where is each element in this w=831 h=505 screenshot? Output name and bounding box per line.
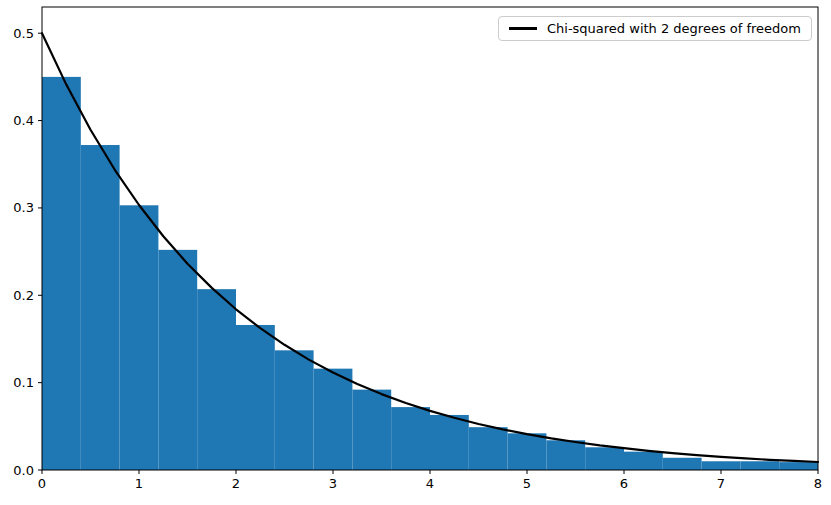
legend-line-sample — [509, 27, 537, 30]
y-tick-label: 0.0 — [13, 463, 34, 478]
x-tick-label: 1 — [135, 476, 143, 491]
histogram-bar — [702, 461, 741, 470]
histogram-bar — [236, 325, 275, 470]
histogram-bar — [469, 427, 508, 470]
x-axis-ticks: 0 1 2 3 4 5 6 7 8 — [38, 470, 822, 491]
histogram-bar — [779, 462, 818, 470]
x-tick-label: 4 — [426, 476, 434, 491]
x-tick-label: 7 — [717, 476, 725, 491]
x-tick-label: 0 — [38, 476, 46, 491]
histogram-bar — [81, 145, 120, 470]
x-tick-label: 6 — [620, 476, 628, 491]
histogram-bar — [42, 77, 81, 470]
y-tick-label: 0.1 — [13, 375, 34, 390]
x-tick-label: 3 — [329, 476, 337, 491]
histogram-bar — [624, 452, 663, 470]
histogram-bar — [314, 369, 353, 470]
histogram-bar — [546, 440, 585, 470]
y-tick-label: 0.4 — [13, 113, 34, 128]
y-tick-label: 0.3 — [13, 200, 34, 215]
y-tick-label: 0.5 — [13, 26, 34, 41]
histogram-bar — [663, 458, 702, 470]
legend-label: Chi-squared with 2 degrees of freedom — [547, 21, 801, 36]
y-axis-ticks: 0.0 0.1 0.2 0.3 0.4 0.5 — [13, 26, 42, 478]
y-tick-label: 0.2 — [13, 288, 34, 303]
x-tick-label: 8 — [814, 476, 822, 491]
histogram-bar — [391, 407, 430, 470]
legend: Chi-squared with 2 degrees of freedom — [498, 16, 812, 41]
histogram-bar — [352, 390, 391, 470]
x-tick-label: 5 — [523, 476, 531, 491]
histogram-bar — [740, 461, 779, 470]
histogram-bar — [508, 433, 547, 470]
histogram-bar — [120, 205, 159, 470]
histogram-bar — [585, 447, 624, 470]
chart-canvas: 0 1 2 3 4 5 6 7 8 0.0 0.1 0.2 0.3 0.4 0.5 — [0, 0, 831, 505]
histogram-bar — [430, 415, 469, 470]
x-tick-label: 2 — [232, 476, 240, 491]
histogram-bar — [275, 350, 314, 470]
histogram-bar — [158, 250, 197, 470]
figure: 0 1 2 3 4 5 6 7 8 0.0 0.1 0.2 0.3 0.4 0.5 Chi-squared… — [0, 0, 831, 505]
histogram-bar — [197, 289, 236, 470]
